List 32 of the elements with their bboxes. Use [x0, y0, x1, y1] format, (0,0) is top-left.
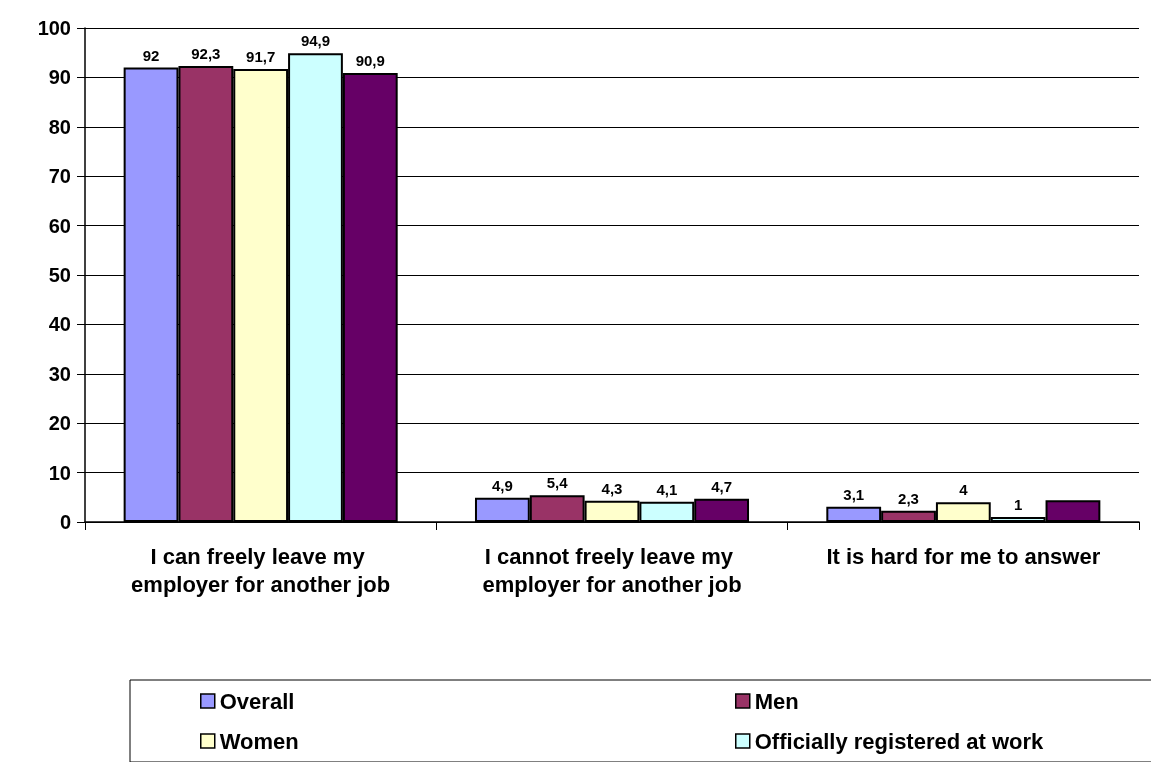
data-label: 4,9	[491, 476, 513, 494]
data-label: 92,3	[191, 45, 221, 63]
y-tick-label: 50	[48, 264, 71, 286]
data-label: 5,4	[546, 474, 569, 492]
data-label: 2,3	[898, 489, 919, 507]
y-tick-label: 90	[48, 66, 71, 89]
x-tick-label: I can freely leave my employer for another job	[131, 543, 391, 597]
y-tick-label: 60	[48, 214, 71, 237]
data-label: 91,7	[246, 48, 276, 65]
data-label: 90,9	[355, 51, 385, 69]
y-tick-label: 10	[48, 461, 71, 484]
data-label: 4,7	[711, 477, 733, 495]
legend-label: Officially registered at work	[754, 728, 1045, 754]
y-tick-label: 80	[48, 115, 71, 138]
y-tick-label: 70	[48, 165, 71, 188]
legend-label: Overall	[219, 688, 295, 714]
data-label: 4,1	[656, 480, 678, 498]
y-tick-label: 100	[37, 17, 71, 39]
legend-label: Women	[219, 728, 299, 754]
x-tick-label: I cannot freely leave my employer for another job	[482, 543, 742, 597]
x-tick-label: It is hard for me to answer	[826, 543, 1101, 569]
y-tick-label: 30	[48, 362, 71, 385]
data-label: 94,9	[300, 32, 331, 50]
y-tick-label: 0	[59, 511, 71, 533]
data-label: 92	[142, 46, 160, 64]
data-label: 4	[959, 481, 969, 499]
data-label: 3,1	[843, 485, 865, 503]
legend-label: Men	[754, 688, 799, 714]
y-tick-label: 20	[48, 412, 71, 435]
data-label: 4,3	[601, 479, 623, 497]
data-label: 1	[1013, 496, 1023, 514]
y-tick-label: 40	[48, 313, 71, 336]
